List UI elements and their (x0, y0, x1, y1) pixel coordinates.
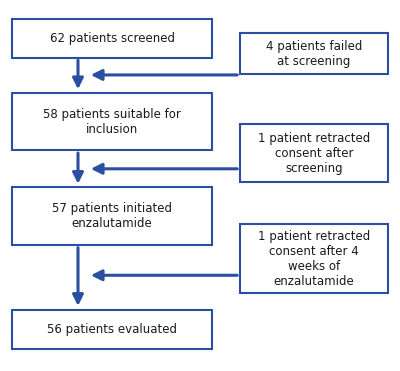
Text: 1 patient retracted
consent after 4
weeks of
enzalutamide: 1 patient retracted consent after 4 week… (258, 230, 370, 288)
Text: 57 patients initiated
enzalutamide: 57 patients initiated enzalutamide (52, 202, 172, 230)
FancyBboxPatch shape (12, 19, 212, 58)
FancyBboxPatch shape (12, 310, 212, 349)
Text: 58 patients suitable for
inclusion: 58 patients suitable for inclusion (43, 108, 181, 135)
Text: 62 patients screened: 62 patients screened (50, 32, 174, 45)
FancyBboxPatch shape (240, 33, 388, 74)
FancyBboxPatch shape (240, 224, 388, 293)
Text: 4 patients failed
at screening: 4 patients failed at screening (266, 40, 362, 68)
FancyBboxPatch shape (12, 187, 212, 245)
Text: 1 patient retracted
consent after
screening: 1 patient retracted consent after screen… (258, 132, 370, 174)
FancyBboxPatch shape (12, 93, 212, 150)
Text: 56 patients evaluated: 56 patients evaluated (47, 323, 177, 336)
FancyBboxPatch shape (240, 124, 388, 182)
